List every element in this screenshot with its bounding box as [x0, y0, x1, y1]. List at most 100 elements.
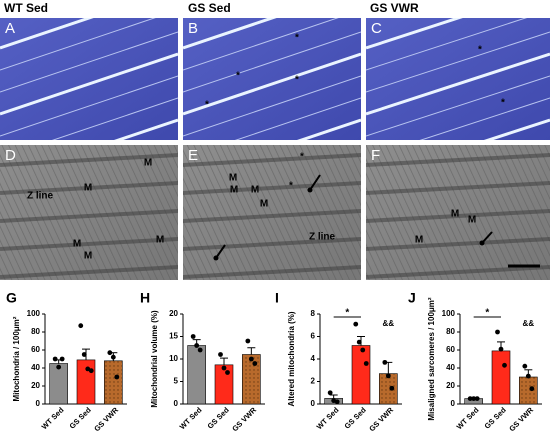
data-point [382, 359, 388, 365]
y-tick-label: 0 [451, 399, 456, 408]
data-point [56, 364, 62, 370]
data-point [52, 356, 58, 362]
mito-row [0, 153, 178, 167]
annotation: M [451, 209, 459, 220]
data-point [525, 373, 531, 379]
y-tick-label: 40 [31, 363, 40, 372]
y-tick-label: 8 [311, 309, 316, 318]
arrow [215, 244, 226, 259]
fiber-edge [183, 18, 277, 50]
fiber-edge [183, 75, 361, 137]
micrograph-texture [183, 145, 361, 280]
significance-label: && [523, 319, 535, 328]
fiber-edge [183, 18, 339, 71]
bar [49, 363, 68, 405]
mito-row [0, 181, 178, 195]
data-point [110, 354, 116, 360]
column-header: GS VWR [370, 1, 419, 15]
data-point [529, 386, 535, 392]
annotation: * [205, 100, 209, 111]
bar [104, 360, 123, 405]
data-point [194, 343, 200, 348]
fiber-edge [234, 97, 361, 140]
y-tick-label: 100 [442, 309, 456, 318]
micrograph [183, 18, 361, 140]
column-header: WT Sed [4, 1, 48, 15]
y-tick-label: 20 [169, 309, 178, 318]
x-tick-label: GS Sed [343, 405, 369, 431]
fiber-edge [296, 118, 361, 140]
fiber-edge [0, 75, 178, 137]
x-tick-label: GS Sed [206, 405, 232, 431]
mito-row [366, 265, 550, 279]
chart-letter: J [408, 290, 416, 306]
data-point [356, 339, 362, 345]
bar [351, 345, 371, 405]
x-tick-label: GS VWR [92, 405, 120, 433]
y-tick-label: 40 [446, 363, 455, 372]
data-point [522, 363, 528, 369]
fiber-edge [183, 52, 361, 116]
fiber-edge [113, 118, 178, 140]
mito-row [183, 153, 361, 167]
x-tick-label: GS Sed [483, 405, 509, 431]
data-point [353, 321, 359, 327]
mito-row [366, 153, 550, 167]
data-point [225, 370, 230, 375]
mito-row [183, 237, 361, 251]
micrograph [0, 18, 178, 140]
arrow-head [307, 187, 313, 193]
y-tick-label: 0 [36, 399, 41, 408]
fiber-edge [183, 31, 361, 93]
panel-letter: D [5, 147, 16, 164]
data-point [197, 347, 203, 353]
data-point [221, 365, 227, 371]
y-tick-label: 6 [311, 332, 316, 341]
y-axis-label: Mitochondrial volume (%) [150, 310, 159, 408]
y-tick-label: 10 [169, 354, 178, 363]
annotation: M [230, 185, 238, 196]
y-tick-label: 20 [31, 381, 40, 390]
data-point [502, 362, 507, 368]
fiber-edge [366, 18, 528, 71]
mito-row [183, 181, 361, 195]
y-tick-label: 0 [311, 399, 316, 408]
annotation: M [415, 235, 423, 246]
chart-letter: I [275, 290, 279, 306]
annotation: Z line [309, 232, 336, 243]
annotation: * [236, 71, 240, 82]
panel-letter: F [371, 147, 380, 164]
mito-row [366, 181, 550, 195]
annotation: M [144, 158, 152, 169]
arrow [309, 174, 321, 191]
micrograph-texture [366, 18, 550, 140]
panel-letter: B [188, 20, 198, 37]
arrow-head [479, 240, 485, 246]
annotation: M [84, 251, 92, 262]
bar [214, 364, 234, 405]
bar [187, 345, 206, 405]
annotation: * [295, 75, 299, 86]
mito-row [366, 209, 550, 223]
annotation: M [229, 173, 237, 184]
column-header: GS Sed [188, 1, 231, 15]
fiber-edge [0, 18, 156, 71]
annotation: * [289, 181, 293, 192]
chart-letter: G [6, 290, 17, 306]
panel-letter: C [371, 20, 382, 37]
y-tick-label: 60 [446, 345, 455, 354]
data-point [474, 396, 480, 401]
arrow-head [213, 255, 219, 261]
data-point [107, 350, 113, 356]
annotation: M [84, 183, 92, 194]
fiber-edge [0, 52, 178, 116]
fiber-edge [0, 18, 94, 50]
y-tick-label: 60 [31, 345, 40, 354]
y-tick-label: 2 [311, 377, 316, 386]
annotation: * [478, 45, 482, 56]
annotation: M [73, 239, 81, 250]
y-tick-label: 80 [31, 327, 40, 336]
y-tick-label: 15 [169, 332, 178, 341]
data-point [334, 399, 340, 405]
